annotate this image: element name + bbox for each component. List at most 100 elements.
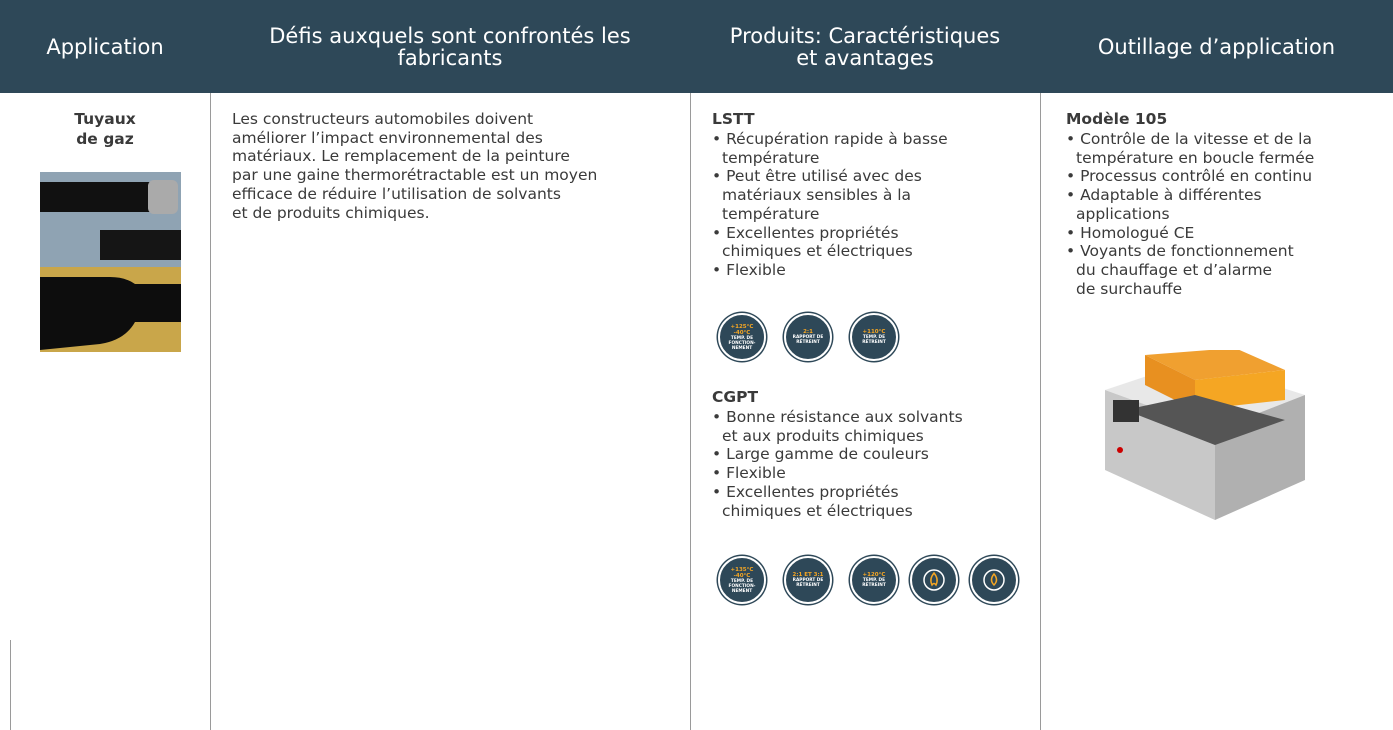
feature-text: Excellentes propriétés: [726, 223, 899, 242]
header-text: et avantages: [796, 45, 934, 70]
header-cell: Produits: Caractéristiques et avantages: [690, 0, 1040, 93]
feature-line: de surchauffe: [1076, 280, 1182, 299]
badge-caption: RÉTREINT: [796, 340, 820, 345]
icon: [923, 569, 945, 591]
badge-value: +135°C: [730, 566, 754, 573]
badge-caption: NEMENT: [731, 345, 753, 351]
feature-text: Processus contrôlé en continu: [1080, 167, 1313, 186]
header-text: fabricants: [397, 45, 503, 70]
badge: 2:1 ET 3:1 RAPPORT DE RÉTREINT: [784, 556, 832, 604]
badge-caption: TEMP. DE: [862, 578, 886, 583]
feature-line: • Voyants de fonctionnement: [1066, 242, 1294, 261]
feature-text: applications: [1076, 204, 1170, 223]
feature-line: • Bonne résistance aux solvants: [712, 408, 963, 427]
column-divider: [1040, 93, 1041, 730]
header-cell: Application: [0, 0, 210, 93]
badge-caption: RAPPORT DE: [792, 578, 824, 583]
feature-text: chimiques et électriques: [722, 242, 913, 261]
product-photo: [40, 172, 181, 352]
feature-text: matériaux sensibles à la: [722, 186, 912, 205]
feature-text: Large gamme de couleurs: [726, 445, 929, 464]
badge-caption: FONCTION-: [728, 340, 756, 346]
badge-caption: NEMENT: [731, 588, 753, 594]
feature-line: • Homologué CE: [1066, 224, 1194, 243]
bullet: •: [712, 260, 727, 279]
feature-text: Peut être utilisé avec des: [726, 167, 922, 186]
header-text: Application: [46, 34, 164, 59]
badge: +125°C -40°C TEMP. DE FONCTION- NEMENT: [718, 313, 766, 361]
badge: +120°C TEMP. DE RÉTREINT: [850, 556, 898, 604]
badge-caption: TEMP. DE: [862, 335, 886, 340]
header-text: Outillage d’application: [1097, 34, 1336, 59]
column-divider: [690, 93, 691, 730]
badge-caption: FONCTION-: [728, 583, 756, 589]
column-divider: [210, 93, 211, 730]
bullet: •: [1066, 186, 1081, 205]
header-cell: Défis auxquels sont confrontés les fabric…: [210, 0, 690, 93]
bullet: •: [1066, 130, 1081, 148]
bullet: •: [712, 464, 727, 483]
badge-value: +125°C: [730, 323, 754, 330]
feature-text: température: [722, 148, 820, 167]
feature-text: température: [722, 204, 820, 223]
feature-line: applications: [1076, 205, 1170, 224]
machine-photo: [1105, 350, 1305, 520]
application-name: Tuyaux: [74, 110, 136, 128]
bullet: •: [712, 482, 727, 501]
badge-caption: RAPPORT DE: [792, 335, 824, 340]
feature-line: température: [722, 205, 819, 224]
bullet: •: [1066, 167, 1081, 186]
feature-line: • Flexible: [712, 464, 786, 483]
bullet: •: [712, 130, 727, 148]
product-name: Modèle 105: [1066, 110, 1168, 128]
feature-text: du chauffage et d’alarme: [1076, 260, 1273, 279]
feature-line: • Récupération rapide à basse: [712, 130, 948, 149]
challenge-text: améliorer l’impact environnemental des: [232, 128, 543, 147]
feature-line: du chauffage et d’alarme: [1076, 261, 1272, 280]
header-cell: Outillage d’application: [1040, 0, 1393, 93]
header-bar: [0, 0, 1393, 93]
badge-value: 2:1: [803, 329, 813, 335]
feature-line: • Flexible: [712, 261, 786, 280]
feature-line: chimiques et électriques: [722, 242, 913, 261]
feature-line: chimiques et électriques: [722, 502, 913, 521]
feature-text: Adaptable à différentes: [1080, 186, 1262, 205]
feature-line: • Peut être utilisé avec des: [712, 167, 922, 186]
feature-text: de surchauffe: [1076, 279, 1183, 298]
badge-value: +120°C: [862, 572, 886, 578]
feature-text: Flexible: [726, 464, 786, 483]
feature-text: Contrôle de la vitesse et de la: [1080, 130, 1312, 148]
feature-line: température en boucle fermée: [1076, 149, 1314, 168]
badge-value: -40°C: [733, 572, 751, 579]
feature-line: et aux produits chimiques: [722, 427, 924, 446]
application-name: de gaz: [76, 130, 134, 148]
feature-text: Excellentes propriétés: [726, 482, 899, 501]
badge-value: +110°C: [862, 329, 886, 335]
feature-text: Homologué CE: [1080, 223, 1195, 242]
bullet: •: [712, 408, 727, 426]
bullet: •: [712, 445, 727, 464]
challenge-text: efficace de réduire l’utilisation de sol…: [232, 184, 561, 203]
icon: [983, 569, 1005, 591]
bullet: •: [1066, 223, 1081, 242]
feature-line: température: [722, 149, 819, 168]
bullet: •: [712, 167, 727, 186]
bullet: •: [712, 223, 727, 242]
badge-caption: RÉTREINT: [862, 340, 886, 345]
challenge-text: par une gaine thermorétractable est un m…: [232, 166, 598, 185]
feature-line: • Adaptable à différentes: [1066, 186, 1262, 205]
badge-caption: TEMP. DE: [730, 335, 754, 341]
header-text: Défis auxquels sont confrontés les: [269, 23, 631, 48]
feature-text: Récupération rapide à basse: [726, 130, 948, 148]
feature-text: et aux produits chimiques: [722, 426, 924, 445]
column-divider: [10, 640, 11, 730]
challenge-text: Les constructeurs automobiles doivent: [232, 110, 534, 128]
feature-line: • Processus contrôlé en continu: [1066, 167, 1312, 186]
badge-caption: RÉTREINT: [862, 583, 886, 588]
challenge-text: et de produits chimiques.: [232, 203, 430, 222]
badge-value: 2:1 ET 3:1: [792, 572, 824, 578]
badge: +135°C -40°C TEMP. DE FONCTION- NEMENT: [718, 556, 766, 604]
feature-line: • Excellentes propriétés: [712, 483, 899, 502]
icon-badge: [970, 556, 1018, 604]
